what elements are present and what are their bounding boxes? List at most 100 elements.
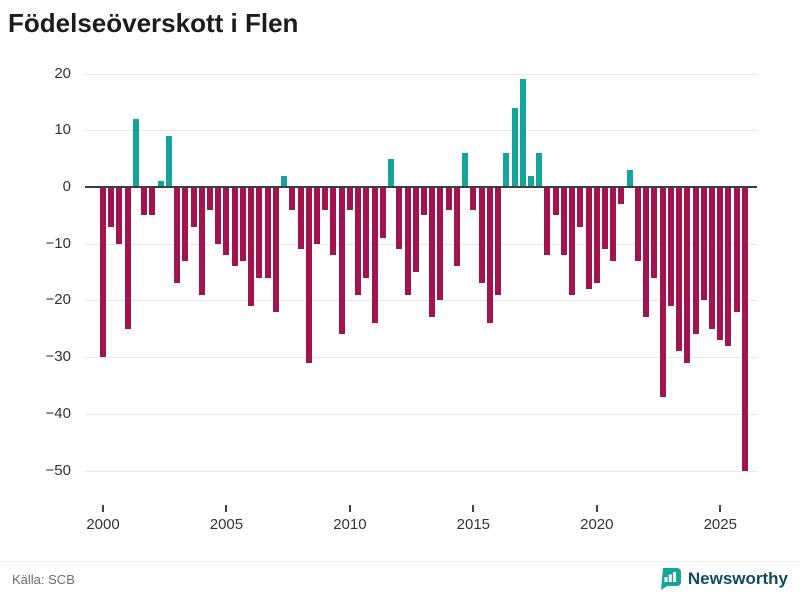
y-gridline xyxy=(85,357,757,359)
bar-negative xyxy=(231,187,238,267)
bar-negative xyxy=(569,187,576,295)
x-axis-tick-label: 2020 xyxy=(580,516,614,533)
bar-negative xyxy=(313,187,320,244)
bar-positive xyxy=(536,152,543,187)
bar-negative xyxy=(445,187,452,210)
bar-negative xyxy=(239,187,246,261)
y-gridline xyxy=(85,73,757,75)
bar-negative xyxy=(116,187,123,244)
bar-negative xyxy=(495,187,502,295)
bar-negative xyxy=(223,187,230,256)
bar-negative xyxy=(676,187,683,352)
bar-positive xyxy=(503,152,510,187)
bar-negative xyxy=(667,187,674,307)
y-axis-tick-label: −40 xyxy=(45,404,71,422)
brand-block: Newsworthy xyxy=(659,568,788,590)
bar-negative xyxy=(470,187,477,210)
bar-negative xyxy=(717,187,724,341)
y-gridline xyxy=(85,413,757,415)
x-axis-tick-label: 2010 xyxy=(333,516,367,533)
bar-negative xyxy=(100,187,106,358)
y-gridline xyxy=(85,243,757,245)
bar-negative xyxy=(190,187,197,227)
bar-positive xyxy=(527,175,534,187)
y-axis-tick-label: 20 xyxy=(54,64,71,82)
y-axis-tick-label: −50 xyxy=(45,461,71,479)
zero-axis-line xyxy=(85,186,757,188)
bar-negative xyxy=(725,187,732,346)
bar-negative xyxy=(264,187,271,278)
brand-name: Newsworthy xyxy=(687,569,788,588)
bar-negative xyxy=(437,187,444,301)
chart-title: Födelseöverskott i Flen xyxy=(8,8,299,38)
bar-negative xyxy=(149,187,156,216)
bar-negative xyxy=(634,187,641,261)
bar-negative xyxy=(297,187,304,250)
bar-negative xyxy=(289,187,296,210)
bar-negative xyxy=(396,187,403,250)
bar-negative xyxy=(256,187,263,278)
bar-negative xyxy=(659,187,666,397)
bar-negative xyxy=(733,187,740,312)
bar-positive xyxy=(511,107,518,187)
bar-negative xyxy=(371,187,378,324)
bar-negative xyxy=(206,187,213,210)
bar-negative xyxy=(404,187,411,295)
y-axis-tick-label: 0 xyxy=(62,178,71,195)
bar-negative xyxy=(709,187,716,329)
y-axis-tick-label: 10 xyxy=(54,121,71,139)
bar-positive xyxy=(281,175,288,187)
bar-negative xyxy=(741,187,748,471)
bar-negative xyxy=(338,187,345,335)
bar-negative xyxy=(141,187,148,216)
bar-negative xyxy=(453,187,460,267)
bar-negative xyxy=(692,187,699,335)
bar-positive xyxy=(388,158,395,187)
bar-negative xyxy=(651,187,658,278)
bar-negative xyxy=(577,187,584,227)
bar-negative xyxy=(363,187,370,278)
bar-negative xyxy=(215,187,222,244)
bar-negative xyxy=(618,187,625,204)
chart-footer: Källa: SCB Newsworthy xyxy=(0,561,800,600)
bar-negative xyxy=(174,187,181,284)
x-axis-tick-mark xyxy=(102,505,104,512)
bar-negative xyxy=(412,187,419,273)
bar-positive xyxy=(165,135,172,187)
bar-negative xyxy=(602,187,609,250)
bar-negative xyxy=(305,187,312,363)
bar-positive xyxy=(132,118,139,187)
x-axis-tick-mark xyxy=(472,505,475,512)
bar-positive xyxy=(626,169,633,187)
bar-negative xyxy=(248,187,255,307)
bar-negative xyxy=(585,187,592,290)
x-axis-tick-label: 2015 xyxy=(456,516,491,533)
bar-negative xyxy=(486,187,493,324)
bar-negative xyxy=(684,187,691,363)
bar-negative xyxy=(124,187,131,329)
bar-negative xyxy=(108,187,115,227)
bar-positive xyxy=(519,79,526,187)
bar-negative xyxy=(198,187,205,295)
bar-negative xyxy=(552,187,559,216)
bar-negative xyxy=(593,187,600,284)
bar-negative xyxy=(272,187,279,312)
bar-negative xyxy=(429,187,436,318)
y-axis-tick-label: −30 xyxy=(45,348,71,366)
bar-negative xyxy=(379,187,386,239)
bar-negative xyxy=(643,187,650,318)
x-axis-tick-mark xyxy=(348,505,351,512)
bar-negative xyxy=(420,187,427,216)
y-axis-tick-label: −10 xyxy=(45,234,71,252)
x-axis-tick-label: 2005 xyxy=(209,516,244,533)
bar-negative xyxy=(560,187,567,256)
bar-negative xyxy=(355,187,362,295)
bar-negative xyxy=(346,187,353,210)
x-axis-tick-label: 2000 xyxy=(86,516,120,533)
x-axis-tick-mark xyxy=(719,505,722,512)
x-axis-tick-mark xyxy=(225,505,228,512)
bar-negative xyxy=(330,187,337,256)
bar-negative xyxy=(544,187,551,256)
